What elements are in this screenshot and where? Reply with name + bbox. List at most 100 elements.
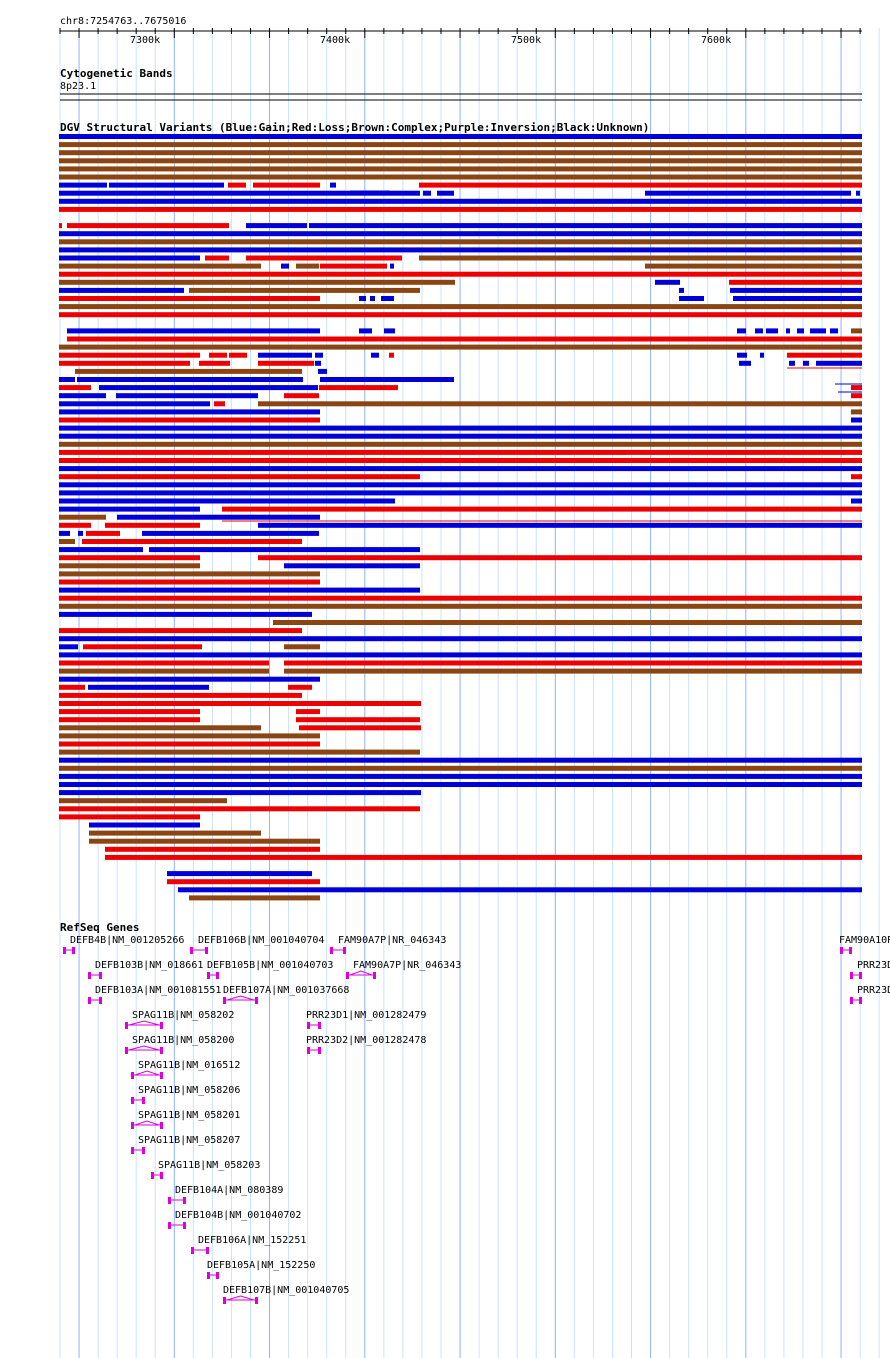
gene-label[interactable]: FAM90A7P|NR_046343 (353, 960, 462, 971)
sv-bar (296, 717, 420, 723)
gene-label[interactable]: PRR23D2|NM_001282478 (306, 1035, 427, 1046)
dgv-variant-track[interactable] (0, 0, 890, 910)
sv-bar (59, 312, 862, 318)
gene-exon (131, 1097, 134, 1104)
sv-bar (59, 263, 261, 269)
gene-exon (142, 1097, 145, 1104)
gene-intron-arc (128, 1045, 160, 1051)
sv-bar (67, 336, 862, 342)
sv-bar (816, 360, 862, 366)
sv-bar (105, 854, 862, 860)
sv-bar (105, 522, 200, 528)
sv-bar (89, 822, 200, 828)
gene-label[interactable]: PRR23D (857, 985, 890, 996)
sv-bar (284, 393, 319, 399)
sv-bar (679, 296, 704, 301)
cytoband-lines (60, 93, 862, 101)
gene-label[interactable]: SPAG11B|NM_058202 (132, 1010, 235, 1021)
gene-exon (346, 972, 349, 979)
sv-bar (59, 782, 862, 787)
gene-label[interactable]: DEFB106A|NM_152251 (198, 1235, 307, 1246)
sv-bar (59, 174, 862, 180)
gene-label[interactable]: DEFB107B|NM_001040705 (223, 1285, 350, 1296)
sv-bar (59, 660, 269, 666)
gene-exon (207, 972, 210, 979)
sv-bar (116, 393, 258, 399)
gene-exon (99, 972, 102, 979)
refseq-track-title[interactable]: RefSeq Genes (60, 921, 140, 934)
gene-label[interactable]: PRR23D1|NM_001282479 (306, 1010, 427, 1021)
gene-label[interactable]: SPAG11B|NM_058201 (138, 1110, 241, 1121)
sv-bar (142, 530, 319, 536)
gene-label[interactable]: SPAG11B|NM_058206 (138, 1085, 241, 1096)
gene-label[interactable]: PRR23D (857, 960, 890, 971)
gene-exon (160, 1072, 163, 1079)
sv-bar (59, 352, 200, 358)
gene-exon (850, 972, 853, 979)
gene-label[interactable]: SPAG11B|NM_016512 (138, 1060, 241, 1071)
sv-bar (59, 668, 269, 674)
position-ruler (59, 28, 862, 38)
sv-bar (59, 344, 862, 350)
sv-bar (229, 352, 247, 358)
gene-exon (190, 947, 193, 954)
dgv-track-title[interactable]: DGV Structural Variants (Blue:Gain;Red:L… (60, 121, 650, 134)
sv-bar (117, 514, 320, 520)
sv-bar (167, 879, 320, 885)
sv-bar (75, 368, 302, 374)
sv-bar (59, 514, 106, 520)
gene-exon (307, 1022, 310, 1029)
sv-bar (739, 360, 751, 366)
sv-bar (851, 417, 862, 423)
sv-bar (258, 522, 862, 528)
sv-bar (59, 417, 320, 423)
gene-label[interactable]: SPAG11B|NM_058200 (132, 1035, 235, 1046)
cytoband-track-title[interactable]: Cytogenetic Bands (60, 67, 173, 80)
sv-bar (59, 773, 862, 779)
sv-bar (83, 644, 202, 650)
sv-bar (59, 790, 421, 796)
sv-bar (59, 409, 320, 415)
sv-bar (59, 150, 862, 156)
sv-bar (59, 247, 862, 253)
gene-label[interactable]: DEFB105A|NM_152250 (207, 1260, 316, 1271)
gene-label[interactable]: DEFB103B|NM_018661 (95, 960, 204, 971)
gene-label[interactable]: FAM90A10P (839, 935, 890, 946)
sv-bar (59, 458, 862, 463)
sv-bar (59, 134, 862, 139)
sv-bar (284, 644, 320, 650)
sv-bar (77, 377, 303, 382)
gene-exon (343, 947, 346, 954)
gene-label[interactable]: DEFB107A|NM_001037668 (223, 985, 350, 996)
gene-label[interactable]: DEFB103A|NM_001081551 (95, 985, 222, 996)
gene-label[interactable]: DEFB106B|NM_001040704 (198, 935, 325, 946)
sv-bar (59, 425, 862, 431)
gene-label[interactable]: DEFB105B|NM_001040703 (207, 960, 334, 971)
gene-label[interactable]: SPAG11B|NM_058203 (158, 1160, 261, 1171)
sv-bar (315, 352, 323, 358)
sv-bar (851, 498, 862, 504)
sv-bar (59, 806, 420, 812)
sv-bar (59, 393, 106, 399)
sv-bar (88, 684, 209, 690)
sv-bar (59, 433, 862, 439)
sv-bar (737, 328, 746, 334)
sv-bar (755, 328, 763, 334)
gene-label[interactable]: SPAG11B|NM_058207 (138, 1135, 241, 1146)
sv-bar (729, 279, 862, 285)
sv-bar (109, 182, 224, 188)
gene-intron-arc (226, 1295, 255, 1301)
sv-bar (281, 263, 289, 269)
gene-label[interactable]: DEFB4B|NM_001205266 (70, 935, 185, 946)
gene-label[interactable]: DEFB104A|NM_080389 (175, 1185, 284, 1196)
gene-label[interactable]: FAM90A7P|NR_046343 (338, 935, 447, 946)
gene-exon (72, 947, 75, 954)
sv-bar (67, 328, 320, 334)
sv-bar (655, 279, 680, 285)
sv-bar (59, 530, 70, 536)
sv-bar (59, 717, 200, 723)
sv-bar (59, 741, 320, 747)
sv-bar (851, 393, 862, 399)
gene-label[interactable]: DEFB104B|NM_001040702 (175, 1210, 302, 1221)
